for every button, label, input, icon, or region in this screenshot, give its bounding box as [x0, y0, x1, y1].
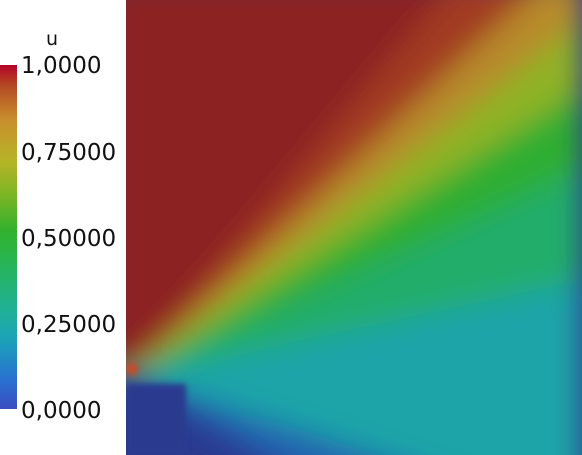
colorbar-tick-label: 1,0000: [21, 53, 102, 79]
scalar-field-svg: [126, 0, 582, 455]
colorbar-gradient: [0, 65, 17, 409]
scalar-field-plot[interactable]: [126, 0, 582, 455]
colorbar-tick-label: 0,50000: [21, 226, 117, 252]
field-singular-point: [126, 363, 138, 375]
colorbar-title: u: [46, 28, 59, 50]
colorbar-tick-label: 0,25000: [21, 312, 117, 338]
colorbar-tick-label: 0,75000: [21, 140, 117, 166]
colorbar-tick-label: 0,0000: [21, 398, 102, 424]
field-region-low-edge: [126, 384, 186, 455]
field-layers: [126, 0, 582, 455]
colorbar-legend: u 1,0000 0,75000 0,50000 0,25000 0,0000: [0, 0, 126, 455]
